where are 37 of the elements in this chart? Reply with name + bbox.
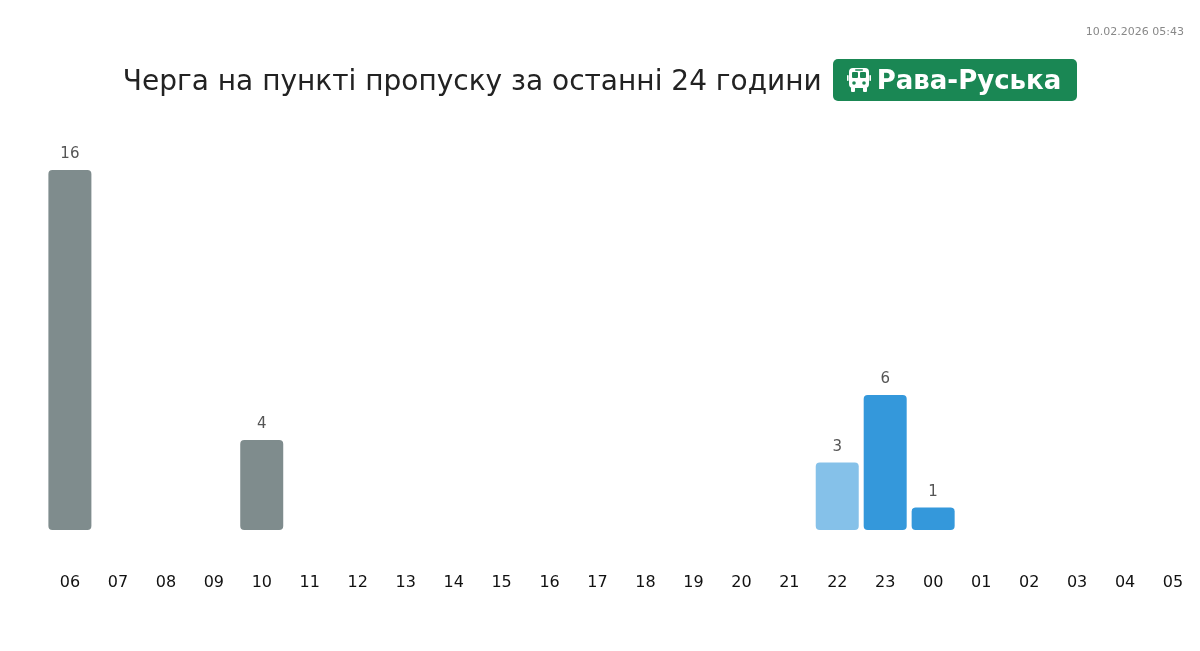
x-tick-label: 20 [731,572,752,592]
x-tick-label: 23 [875,572,896,592]
data-label: 4 [256,414,267,432]
bar [48,170,92,530]
x-tick-label: 12 [347,572,368,592]
x-tick-label: 06 [59,572,81,592]
x-tick-label: 19 [683,572,704,592]
x-tick-label: 03 [1066,572,1088,592]
data-label: 3 [832,436,842,455]
x-tick-label: 13 [395,572,416,592]
x-tick-label: 16 [539,572,560,592]
chart-title: Черга на пункті пропуску за останні 24 години [122,63,822,97]
x-tick-label: 07 [107,572,129,592]
data-label: 16 [60,144,80,162]
x-tick-label: 15 [491,572,512,592]
x-tick-label: 17 [587,572,608,592]
bar [863,395,907,530]
x-tick-label: 02 [1018,572,1040,592]
text: 10.02.2026 05:43 [1085,25,1184,39]
x-tick-label: 08 [155,572,177,592]
bar [240,440,284,530]
x-tick-label: 05 [1162,572,1184,592]
x-tick-label: 00 [923,572,944,592]
bar [911,507,955,530]
chart-subtitle: Рава-Руська [876,65,1062,95]
x-tick-label: 01 [971,572,992,592]
bar [815,462,859,530]
x-tick-label: 21 [779,572,800,592]
x-tick-label: 14 [443,572,464,592]
x-tick-label: 11 [299,572,320,592]
x-tick-label: 18 [635,572,656,592]
x-tick-label: 10 [251,572,272,592]
data-label: 1 [928,481,938,500]
x-tick-label: 22 [827,572,848,592]
x-tick-label: 04 [1114,572,1136,592]
data-label: 6 [880,369,890,387]
x-tick-label: 09 [203,572,225,592]
